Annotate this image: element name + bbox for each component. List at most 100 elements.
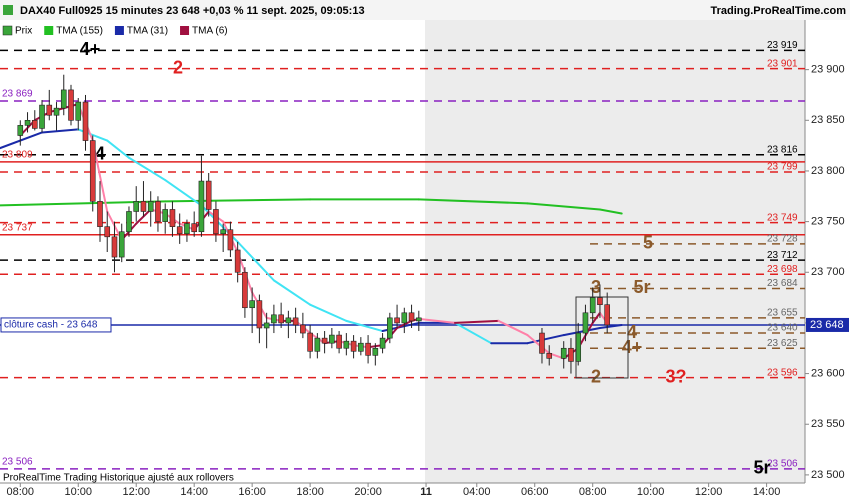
ma-segment [417, 317, 457, 324]
candle-body [560, 347, 567, 359]
ma-segment [526, 334, 551, 355]
x-tick-label: 20:00 [354, 486, 382, 498]
header-site: Trading.ProRealTime.com [710, 5, 846, 17]
candle-body [387, 317, 393, 339]
candle-body [300, 324, 306, 334]
x-tick-label: 18:00 [296, 486, 324, 498]
candle-body [408, 312, 415, 322]
ma-segment [562, 326, 601, 337]
level-label: 23 506 [767, 458, 798, 469]
level-label: 23 655 [767, 308, 798, 319]
y-tick-label: 23 850 [811, 114, 845, 126]
candle-body [271, 314, 277, 324]
close-label-box [0, 317, 112, 333]
ma-segment [164, 179, 203, 207]
y-tick-label: 23 900 [811, 64, 845, 76]
candle-body [256, 300, 263, 329]
ma-segment [598, 208, 623, 215]
candle-body [155, 201, 161, 222]
candle-body [147, 201, 154, 212]
candle-body [205, 180, 212, 210]
level-note: 5 [643, 233, 653, 253]
candle-body [213, 209, 219, 235]
ma-segment [497, 319, 529, 337]
candle-body [401, 312, 408, 324]
ma-segment [526, 334, 565, 345]
y-tick-label: 23 600 [811, 367, 845, 379]
candle-body [53, 107, 60, 116]
candle-body [17, 125, 24, 136]
ma-segment [164, 198, 312, 203]
candle-body [394, 317, 400, 324]
candle-body [582, 312, 589, 334]
level-note: 2 [591, 366, 601, 386]
candle-body [227, 229, 234, 251]
level-label: 23 749 [767, 212, 798, 223]
level-label: 23 596 [767, 367, 798, 378]
candle-body [263, 322, 270, 329]
x-tick-label: 11 [420, 486, 432, 498]
candle-body [416, 317, 422, 322]
x-tick-label: 08:00 [579, 486, 607, 498]
x-tick-label: 14:00 [180, 486, 208, 498]
candle-body [329, 334, 335, 344]
x-tick-label: 12:00 [122, 486, 150, 498]
candle-body [321, 337, 328, 344]
candle-body [140, 201, 147, 212]
level-label: 23 799 [767, 162, 798, 173]
y-tick-label: 23 500 [811, 469, 845, 481]
candle-body [118, 231, 125, 258]
legend-swatch [2, 25, 13, 36]
selection-box [575, 296, 629, 379]
header-title: DAX40 Full0925 15 minutes 23 648 +0,03 %… [20, 5, 365, 17]
y-tick-label: 23 800 [811, 165, 845, 177]
candle-body [126, 211, 132, 233]
x-tick-label: 10:00 [64, 486, 92, 498]
level-note: 2 [173, 57, 183, 77]
legend-label: TMA (6) [192, 26, 228, 37]
candle-body [82, 101, 89, 141]
candle-body [191, 223, 197, 233]
candle-body [75, 101, 82, 121]
legend-swatch [180, 26, 190, 35]
candle-body [31, 119, 38, 129]
x-tick-label: 12:00 [695, 486, 723, 498]
candle-body [350, 340, 357, 352]
footer: ProRealTime Trading Historique ajusté au… [3, 473, 234, 484]
candle-body [242, 271, 248, 309]
candle-body [89, 140, 96, 202]
x-tick-label: 08:00 [7, 486, 35, 498]
candle-body [539, 332, 545, 354]
ma-segment [598, 323, 623, 329]
level-label: 23 640 [767, 323, 798, 334]
ma-segment [454, 319, 500, 324]
header-bar [0, 0, 850, 20]
level-note: 3? [665, 366, 686, 386]
candle-body [97, 201, 103, 227]
candle-body [162, 209, 169, 222]
ma-segment [417, 198, 529, 205]
level-note: 4+ [80, 39, 101, 59]
x-tick-label: 16:00 [238, 486, 266, 498]
candle-body [546, 353, 553, 359]
candle-body [589, 297, 596, 314]
ma-segment [591, 311, 601, 324]
y-tick-label: 23 550 [811, 418, 845, 430]
ma-segment [454, 321, 493, 345]
level-note: 3 [591, 277, 601, 297]
candle-body [379, 337, 386, 349]
candle-body [285, 317, 292, 324]
level-left-label: 23 809 [2, 149, 33, 160]
level-note: 5r [753, 458, 770, 478]
legend-label: TMA (31) [127, 26, 168, 37]
legend-label: Prix [15, 26, 32, 37]
candle-body [24, 119, 31, 126]
level-left-label: 23 737 [2, 222, 33, 233]
header-icon [3, 5, 13, 15]
level-label: 23 901 [767, 58, 798, 69]
candle-body [46, 104, 53, 116]
candle-body [278, 314, 284, 324]
level-label: 23 816 [767, 144, 798, 155]
level-label: 23 698 [767, 264, 798, 275]
candle-body [343, 340, 350, 349]
